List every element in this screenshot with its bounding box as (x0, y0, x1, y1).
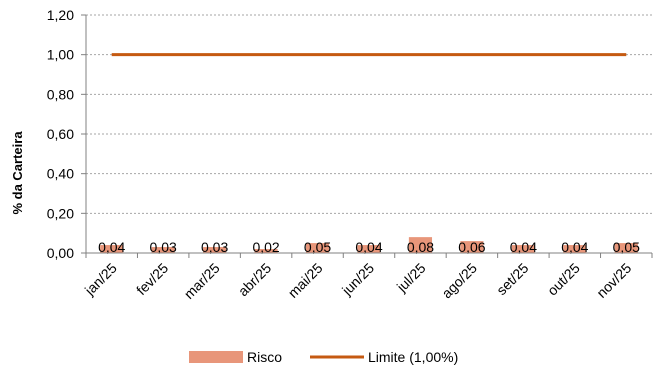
risco-bar (151, 247, 175, 253)
risco-bar (203, 247, 227, 253)
risco-bar (100, 245, 124, 253)
risco-bar (563, 245, 587, 253)
x-tick-label: mai/25 (285, 260, 326, 301)
risco-bar (614, 243, 638, 253)
risco-data-label: 0,04 (561, 239, 588, 255)
x-tick-label: mar/25 (181, 260, 223, 302)
risco-data-label: 0,04 (510, 239, 537, 255)
risco-data-label: 0,06 (458, 239, 485, 255)
x-tick-label: nov/25 (593, 260, 634, 301)
y-tick-label: 1,00 (47, 47, 74, 63)
risco-bar (460, 241, 484, 253)
data-labels: 0,04 0,03 0,03 0,02 0,05 0,04 0,08 0,06 0,04 0,04… (98, 239, 640, 255)
y-tick-label: 0,60 (47, 126, 74, 142)
risco-data-label: 0,04 (355, 239, 382, 255)
risco-data-label: 0,03 (150, 239, 177, 255)
x-tick-label: jun/25 (338, 260, 377, 299)
gridlines (86, 14, 652, 214)
y-axis-title: % da Carteira (10, 131, 25, 215)
x-tick-label: jul/25 (393, 260, 429, 296)
risco-data-label: 0,05 (304, 239, 331, 255)
legend-risco-swatch (189, 351, 243, 363)
y-tick-label: 0,00 (47, 245, 74, 261)
risco-bars (100, 237, 638, 253)
risco-data-label: 0,02 (252, 239, 279, 255)
x-tick-label: abr/25 (235, 260, 275, 300)
x-tick-label: set/25 (493, 260, 531, 298)
y-tick-label: 1,20 (47, 7, 74, 23)
risco-bar (305, 243, 330, 253)
axes: 0,00 0,20 0,40 0,60 0,80 1,00 1,20 jan/25 fev/25… (47, 7, 653, 302)
y-tick-label: 0,40 (47, 166, 74, 182)
risco-data-label: 0,04 (98, 239, 125, 255)
risco-bar (408, 237, 433, 253)
risco-bar (254, 249, 278, 253)
legend-limite-label: Limite (1,00%) (368, 349, 458, 365)
legend-risco-label: Risco (247, 349, 282, 365)
legend: Risco Limite (1,00%) (189, 349, 458, 365)
x-tick-label: ago/25 (438, 260, 480, 302)
x-tick-label: jan/25 (81, 260, 120, 299)
y-tick-label: 0,20 (47, 205, 74, 221)
risco-data-label: 0,05 (613, 239, 640, 255)
risco-bar (511, 245, 535, 253)
x-tick-label: out/25 (544, 260, 583, 299)
y-tick-label: 0,80 (47, 86, 74, 102)
risco-data-label: 0,03 (201, 239, 228, 255)
risco-data-label: 0,08 (407, 239, 434, 255)
x-tick-label: fev/25 (133, 260, 171, 298)
risco-bar (357, 245, 381, 253)
